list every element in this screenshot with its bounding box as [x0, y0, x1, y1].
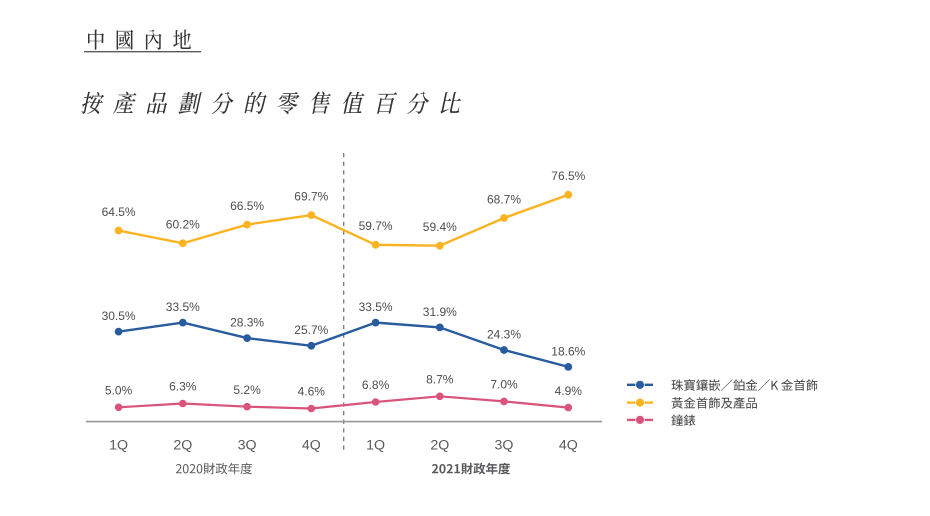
- svg-text:7.0%: 7.0%: [490, 378, 518, 392]
- svg-text:31.9%: 31.9%: [423, 305, 457, 319]
- svg-text:6.3%: 6.3%: [169, 380, 197, 394]
- svg-text:69.7%: 69.7%: [294, 189, 328, 203]
- svg-text:3Q: 3Q: [238, 438, 257, 454]
- svg-text:3Q: 3Q: [495, 438, 514, 454]
- svg-text:1Q: 1Q: [366, 438, 385, 454]
- svg-text:28.3%: 28.3%: [230, 316, 264, 330]
- svg-text:30.5%: 30.5%: [102, 309, 136, 323]
- svg-text:18.6%: 18.6%: [551, 344, 585, 358]
- svg-text:60.2%: 60.2%: [166, 218, 200, 232]
- svg-text:76.5%: 76.5%: [551, 169, 585, 183]
- svg-text:4.9%: 4.9%: [555, 384, 583, 398]
- svg-text:2Q: 2Q: [173, 438, 192, 454]
- svg-text:25.7%: 25.7%: [294, 323, 328, 337]
- svg-text:59.7%: 59.7%: [359, 219, 393, 233]
- svg-text:64.5%: 64.5%: [102, 205, 136, 219]
- svg-text:68.7%: 68.7%: [487, 192, 521, 206]
- svg-text:59.4%: 59.4%: [423, 220, 457, 234]
- svg-text:5.0%: 5.0%: [105, 384, 133, 398]
- svg-text:4Q: 4Q: [302, 438, 321, 454]
- svg-text:24.3%: 24.3%: [487, 327, 521, 341]
- svg-text:2Q: 2Q: [430, 438, 449, 454]
- svg-text:8.7%: 8.7%: [426, 373, 454, 387]
- svg-text:4.6%: 4.6%: [298, 385, 326, 399]
- svg-text:33.5%: 33.5%: [166, 300, 200, 314]
- svg-text:5.2%: 5.2%: [233, 383, 261, 397]
- svg-text:4Q: 4Q: [559, 438, 578, 454]
- svg-text:33.5%: 33.5%: [359, 300, 393, 314]
- svg-text:1Q: 1Q: [109, 438, 128, 454]
- svg-text:66.5%: 66.5%: [230, 199, 264, 213]
- svg-text:6.8%: 6.8%: [362, 378, 390, 392]
